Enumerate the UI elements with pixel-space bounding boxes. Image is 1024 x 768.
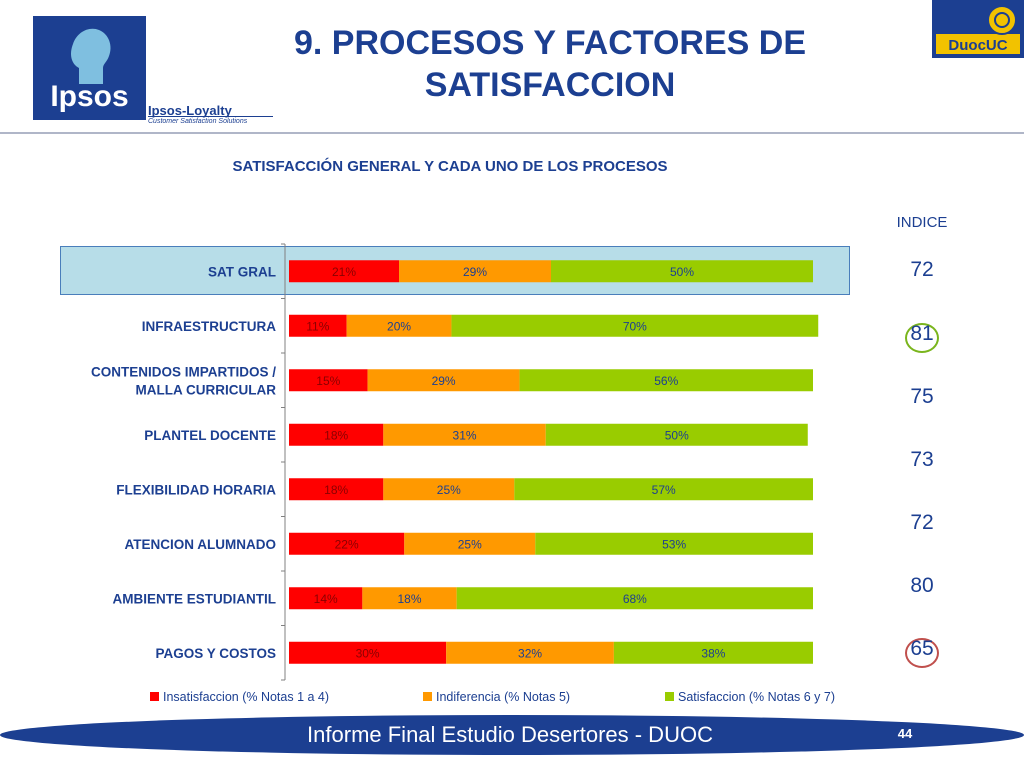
data-label: 32% [518, 646, 542, 660]
data-label: 30% [356, 646, 380, 660]
bar-segment [346, 314, 452, 337]
index-value: 75 [910, 385, 934, 408]
data-label: 29% [463, 265, 487, 279]
category-label: PLANTEL DOCENTE [144, 428, 276, 443]
data-label: 70% [623, 319, 647, 333]
bar-segment [613, 641, 813, 664]
bar-segment [404, 532, 536, 555]
indice-label: INDICE [896, 214, 948, 231]
index-value: 81 [910, 322, 934, 345]
bar-segment [289, 260, 400, 283]
legend-swatch [665, 692, 674, 701]
loyalty-divider [148, 116, 273, 117]
bar-segment [514, 478, 813, 501]
page-title: 9. PROCESOS Y FACTORES DE SATISFACCION [250, 22, 850, 106]
bar-segment [362, 587, 457, 610]
duoc-logo: DuocUC [932, 0, 1024, 58]
stacked-bar-chart: SAT GRAL 21% 29% 50% INFRAESTRUCTURA 11% 20% 70… [91, 243, 835, 704]
data-label: 50% [670, 265, 694, 279]
footer-bar [0, 715, 1024, 755]
data-label: 21% [332, 265, 356, 279]
index-highlight-ring [905, 323, 939, 353]
data-label: 56% [654, 374, 678, 388]
legend-swatch [150, 692, 159, 701]
bar-segment [456, 587, 813, 610]
data-label: 57% [652, 483, 676, 497]
header-divider [0, 132, 1024, 134]
data-label: 15% [316, 374, 340, 388]
bar-segment [535, 532, 813, 555]
category-label: FLEXIBILIDAD HORARIA [116, 482, 276, 497]
legend-label: Insatisfaccion (% Notas 1 a 4) [163, 690, 329, 704]
bar-segment [289, 587, 363, 610]
data-label: 38% [701, 646, 725, 660]
data-label: 18% [324, 428, 348, 442]
bar-segment [383, 423, 546, 446]
data-label: 25% [458, 537, 482, 551]
bar-segment [289, 369, 368, 392]
data-label: 14% [314, 592, 338, 606]
ipsos-logo-text: Ipsos [50, 80, 129, 113]
data-label: 68% [623, 592, 647, 606]
bar-segment [383, 478, 515, 501]
bar-segment [451, 314, 819, 337]
data-label: 18% [324, 483, 348, 497]
data-label: 20% [387, 319, 411, 333]
index-value: 72 [910, 511, 934, 534]
data-label: 25% [437, 483, 461, 497]
bar-segment [289, 641, 447, 664]
category-label: MALLA CURRICULAR [136, 382, 277, 397]
chart-title: SATISFACCIÓN GENERAL Y CADA UNO DE LOS P… [232, 158, 668, 175]
index-value: 73 [910, 448, 934, 471]
bar-segment [446, 641, 614, 664]
bar-segment [551, 260, 813, 283]
index-highlight-ring [905, 638, 939, 668]
bar-segment [545, 423, 808, 446]
page-title-line-2: SATISFACCION [424, 66, 676, 104]
page-number: 44 [897, 726, 913, 741]
index-value: 80 [910, 574, 934, 597]
data-label: 53% [662, 537, 686, 551]
legend-label: Satisfaccion (% Notas 6 y 7) [678, 690, 835, 704]
bar-segment [399, 260, 551, 283]
duoc-shield-icon: DuocUC [932, 0, 1024, 58]
category-label: SAT GRAL [208, 264, 276, 279]
category-label: PAGOS Y COSTOS [155, 646, 276, 661]
bar-segment [289, 314, 347, 337]
bar-segment [519, 369, 813, 392]
index-value: 72 [910, 258, 934, 281]
legend-swatch [423, 692, 432, 701]
ipsos-head-icon [71, 28, 111, 84]
bar-segment [367, 369, 520, 392]
data-label: 31% [453, 428, 477, 442]
data-label: 50% [665, 428, 689, 442]
bar-segment [289, 532, 405, 555]
bar-segment [289, 423, 384, 446]
data-label: 22% [335, 537, 359, 551]
data-label: 18% [398, 592, 422, 606]
category-label: AMBIENTE ESTUDIANTIL [113, 591, 277, 606]
ipsos-loyalty-subtext: Customer Satisfaction Solutions [148, 118, 248, 125]
footer-text: Informe Final Estudio Desertores - DUOC [307, 722, 713, 747]
ipsos-logo: Ipsos [33, 16, 146, 120]
data-label: 29% [432, 374, 456, 388]
index-value: 65 [910, 637, 934, 660]
data-label: 11% [306, 319, 329, 333]
ipsos-loyalty-text: Ipsos-Loyalty [148, 103, 232, 118]
duoc-logo-text: DuocUC [948, 37, 1007, 54]
legend-label: Indiferencia (% Notas 5) [436, 690, 570, 704]
page-title-line-1: 9. PROCESOS Y FACTORES DE [293, 24, 807, 62]
category-label: INFRAESTRUCTURA [142, 319, 276, 334]
category-label: CONTENIDOS IMPARTIDOS / [91, 364, 276, 379]
bar-segment [289, 478, 384, 501]
category-label: ATENCION ALUMNADO [125, 537, 277, 552]
